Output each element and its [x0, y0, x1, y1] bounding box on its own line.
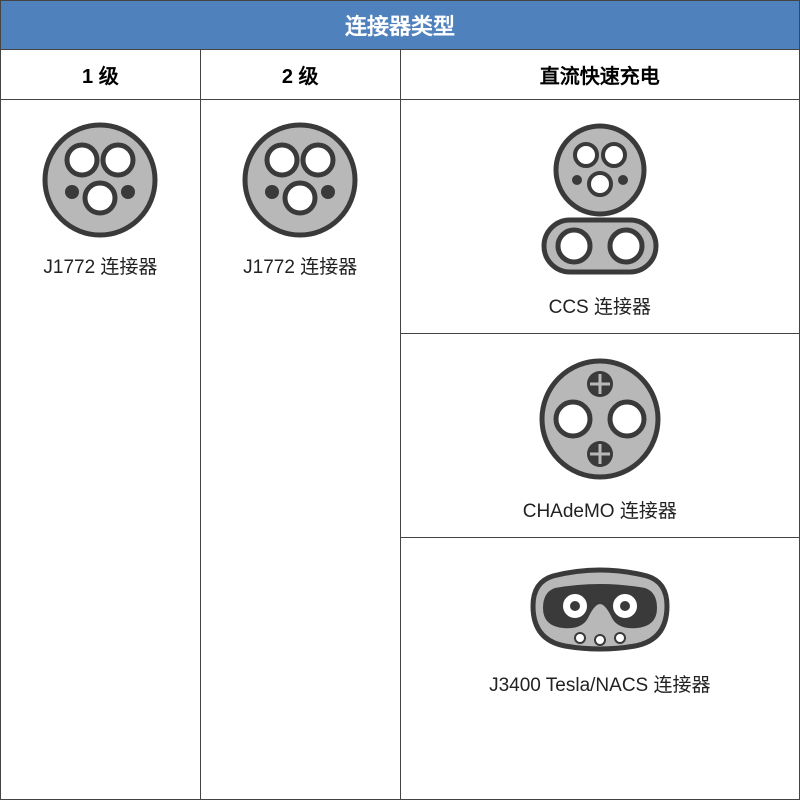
col-level2: 2 级: [200, 50, 400, 100]
connector-nacs: J3400 Tesla/NACS 连接器: [401, 538, 799, 711]
j1772-icon: [240, 120, 360, 240]
label-j1772-l1: J1772 连接器: [43, 252, 157, 279]
nacs-icon: [525, 558, 675, 658]
j1772-icon: [40, 120, 160, 240]
col-dcfast: 直流快速充电: [400, 50, 799, 100]
connector-type-table: 连接器类型 1 级 2 级 直流快速充电 J1772 连接器: [0, 0, 800, 800]
label-j1772-l2: J1772 连接器: [243, 252, 357, 279]
label-ccs: CCS 连接器: [549, 292, 651, 319]
table-title: 连接器类型: [1, 1, 800, 50]
chademo-icon: [535, 354, 665, 484]
connector-j1772-l1: J1772 连接器: [1, 100, 200, 293]
col-level1: 1 级: [1, 50, 201, 100]
label-nacs: J3400 Tesla/NACS 连接器: [489, 670, 710, 697]
connector-ccs: CCS 连接器: [401, 100, 799, 334]
ccs-icon: [530, 120, 670, 280]
connector-chademo: CHAdeMO 连接器: [401, 334, 799, 538]
label-chademo: CHAdeMO 连接器: [523, 496, 677, 523]
connector-j1772-l2: J1772 连接器: [201, 100, 400, 293]
